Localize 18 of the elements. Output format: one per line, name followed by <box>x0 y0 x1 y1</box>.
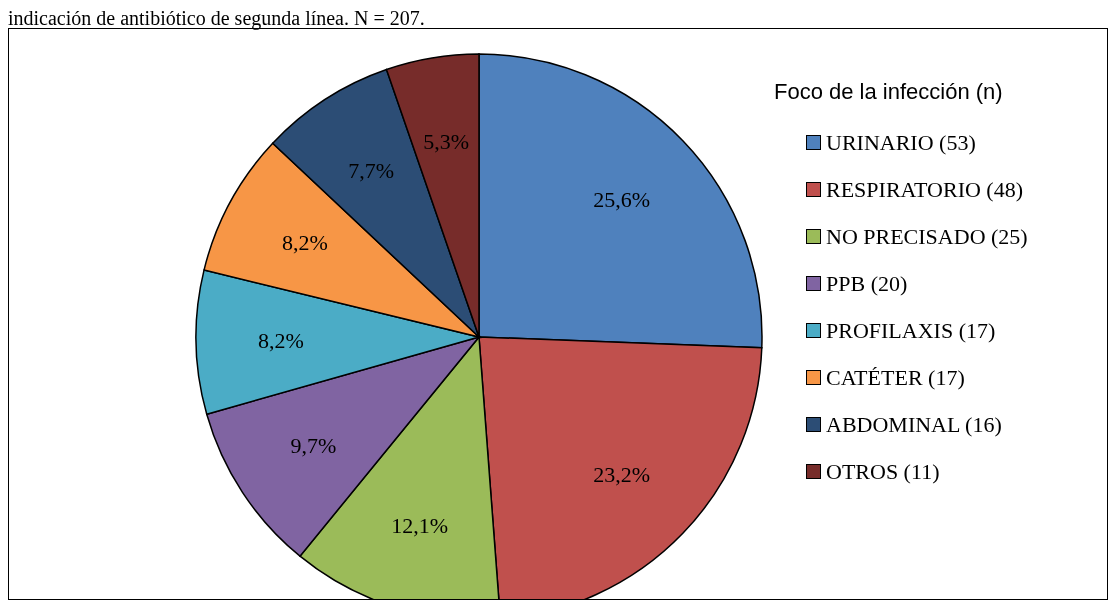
data-label: 8,2% <box>258 328 304 354</box>
data-label: 8,2% <box>281 230 328 256</box>
data-label: 5,3% <box>423 129 470 155</box>
data-label: 9,7% <box>290 433 337 459</box>
chart-title: indicación de antibiótico de segunda línea. N = 207. <box>8 7 426 29</box>
legend-label: URINARIO (53) <box>826 129 976 156</box>
data-label: 25,6% <box>593 187 651 213</box>
legend-title: Foco de la infección (n) <box>774 79 1004 105</box>
legend-label: NO PRECISADO (25) <box>826 223 1028 250</box>
legend-label: RESPIRATORIO (48) <box>826 176 1024 203</box>
legend-label: OTROS (11) <box>826 458 940 485</box>
legend-label: CATÉTER (17) <box>826 364 965 391</box>
data-label: 7,7% <box>348 158 395 184</box>
legend-label: PPB (20) <box>826 270 908 297</box>
legend-label: ABDOMINAL (16) <box>826 411 1002 438</box>
data-label: 23,2% <box>593 461 651 487</box>
data-label: 12,1% <box>391 513 448 539</box>
legend-label: PROFILAXIS (17) <box>826 317 996 344</box>
